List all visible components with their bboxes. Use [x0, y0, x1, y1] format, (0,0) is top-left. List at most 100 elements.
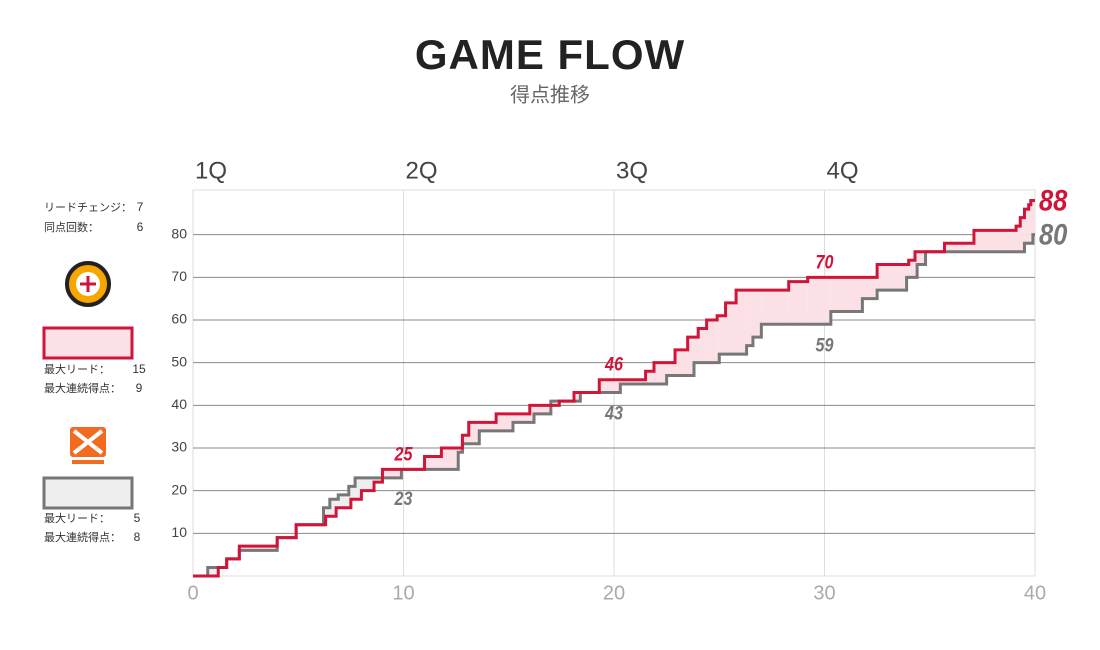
lead-area [719, 315, 726, 355]
lead-area [468, 422, 480, 444]
score-label: 80 [1039, 218, 1068, 251]
lead-area [736, 290, 747, 355]
team-logo [70, 427, 106, 464]
lead-area [355, 477, 362, 500]
y-tick-label: 30 [171, 439, 187, 455]
lead-area [693, 337, 699, 363]
lead-area [239, 546, 278, 551]
stat-label: 最大リード： [44, 511, 110, 525]
stat-value: 15 [132, 362, 146, 376]
lead-area [325, 507, 330, 517]
lead-area [653, 362, 667, 384]
legend-box [42, 326, 134, 360]
lead-area [698, 328, 707, 363]
legend-box [42, 476, 134, 510]
period-label: 4Q [826, 157, 858, 184]
lead-area [424, 456, 442, 470]
stat-label: 最大連続得点： [44, 381, 121, 395]
lead-area [807, 277, 831, 325]
y-tick-label: 50 [171, 353, 187, 369]
score-line [193, 199, 1035, 578]
lead-area [1024, 209, 1029, 244]
x-tick-label: 10 [392, 582, 414, 604]
score-label: 43 [604, 402, 623, 424]
lead-area [574, 392, 581, 402]
lead-area [374, 477, 383, 483]
y-tick-label: 60 [171, 311, 187, 327]
stat-value: 8 [134, 530, 141, 544]
lead-area [599, 379, 621, 393]
y-tick-label: 70 [171, 268, 187, 284]
period-label: 2Q [405, 157, 437, 184]
y-tick-label: 20 [171, 481, 187, 497]
lead-area [1028, 204, 1031, 244]
stat-label: 最大リード： [44, 362, 110, 376]
team-logo [65, 261, 111, 307]
score-line [193, 233, 1035, 578]
lead-area [348, 486, 351, 508]
lead-area [706, 320, 718, 363]
lead-area [973, 230, 1017, 252]
lead-area [906, 264, 909, 278]
y-tick-label: 10 [171, 524, 187, 540]
lead-area [529, 405, 535, 423]
stat-value: 9 [136, 381, 143, 395]
lead-area [761, 290, 789, 325]
lead-area [441, 448, 459, 470]
stat-label: 同点回数： [44, 221, 99, 234]
lead-area [877, 264, 907, 291]
lead-area [458, 448, 463, 453]
stat-label: リードチェンジ： [44, 201, 132, 214]
chart-subtitle: 得点推移 [510, 83, 590, 106]
score-label: 59 [816, 334, 834, 356]
score-label: 46 [604, 354, 623, 376]
y-tick-label: 80 [171, 225, 187, 241]
lead-area [917, 251, 926, 265]
lead-area [1016, 226, 1021, 252]
y-tick-label: 40 [171, 396, 187, 412]
stat-value: 5 [134, 511, 141, 525]
lead-area [550, 401, 560, 406]
x-tick-label: 30 [813, 582, 835, 604]
score-label: 23 [394, 488, 413, 510]
lead-area [645, 371, 654, 384]
lead-area [830, 277, 863, 312]
stat-value: 7 [137, 200, 144, 214]
x-tick-label: 40 [1024, 582, 1046, 604]
lead-area [1020, 217, 1025, 252]
lead-area [687, 337, 694, 376]
lead-area [361, 477, 375, 491]
lead-area [479, 422, 497, 431]
lead-area [746, 290, 753, 346]
stat-label: 最大連続得点： [44, 530, 121, 544]
lead-area [338, 494, 349, 508]
lead-area [752, 290, 762, 338]
x-tick-label: 0 [187, 582, 198, 604]
lead-area [496, 413, 513, 431]
lead-area [336, 499, 339, 508]
lead-area [620, 379, 646, 384]
lead-area [788, 281, 808, 325]
lead-area [534, 405, 551, 414]
lead-area [666, 362, 676, 376]
x-tick-label: 20 [603, 582, 625, 604]
lead-area [725, 302, 737, 355]
lead-area [512, 413, 530, 423]
lead-area [350, 486, 356, 500]
chart-title: GAME FLOW [415, 31, 685, 78]
period-label: 1Q [195, 157, 227, 184]
stat-value: 6 [137, 220, 144, 234]
lead-area [207, 567, 219, 576]
score-label: 70 [816, 251, 834, 273]
lead-area [1032, 200, 1035, 235]
lead-area [329, 499, 337, 517]
lead-area [1030, 200, 1033, 244]
lead-area [382, 469, 402, 478]
score-label: 88 [1039, 184, 1068, 217]
lead-area [717, 315, 720, 363]
lead-area [908, 260, 916, 278]
period-label: 3Q [616, 157, 648, 184]
lead-area [675, 349, 688, 376]
